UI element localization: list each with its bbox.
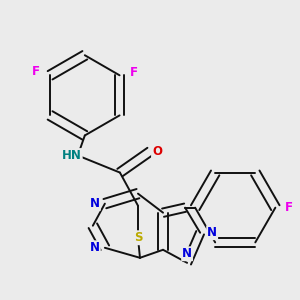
Text: F: F (284, 201, 292, 214)
Text: N: N (207, 226, 217, 239)
Text: N: N (182, 247, 192, 260)
Text: HN: HN (62, 149, 82, 162)
Text: F: F (130, 66, 138, 79)
Text: N: N (90, 241, 100, 254)
Text: S: S (134, 231, 142, 244)
Text: O: O (152, 145, 162, 158)
Text: F: F (32, 65, 40, 78)
Text: N: N (90, 197, 100, 210)
